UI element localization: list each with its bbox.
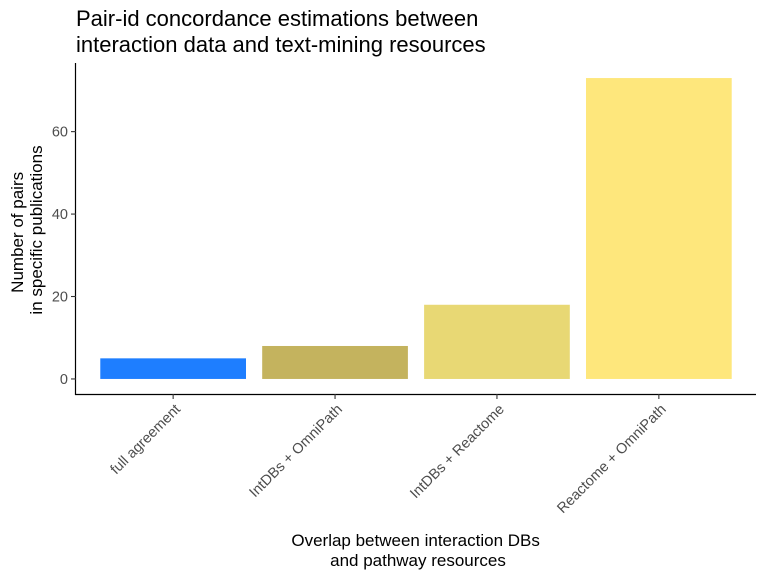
y-tick-label-0: 0 (60, 372, 68, 388)
y-axis-title-line-2: in specific publications (27, 145, 46, 314)
chart-title-line-1: Pair-id concordance estimations between (76, 6, 478, 31)
bar-0 (100, 358, 246, 379)
x-axis-title: Overlap between interaction DBs and path… (291, 531, 544, 570)
y-tick-label-1: 20 (52, 290, 68, 306)
bar-2 (424, 304, 570, 379)
x-axis-title-line-1: Overlap between interaction DBs (291, 531, 540, 550)
x-axis-title-line-2: and pathway resources (330, 551, 506, 570)
bar-3 (586, 78, 732, 379)
y-axis-title: Number of pairs in specific publications (8, 145, 46, 314)
bar-1 (262, 345, 408, 379)
y-axis-ticks: 0 20 40 60 (52, 125, 76, 388)
y-axis-title-line-1: Number of pairs (8, 172, 27, 293)
chart-title: Pair-id concordance estimations between … (76, 6, 486, 57)
chart-title-line-2: interaction data and text-mining resourc… (76, 32, 486, 57)
plot-area (100, 78, 732, 379)
y-tick-label-2: 40 (52, 207, 68, 223)
y-tick-label-3: 60 (52, 125, 68, 141)
